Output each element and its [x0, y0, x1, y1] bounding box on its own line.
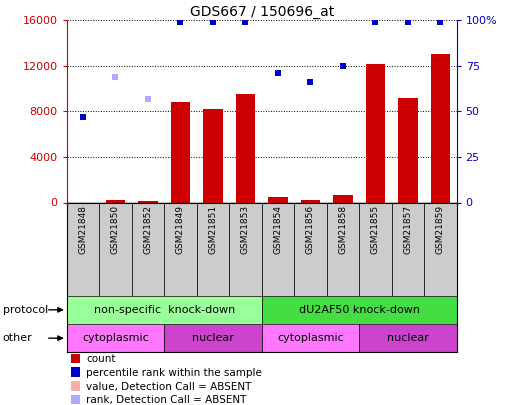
- FancyBboxPatch shape: [391, 202, 424, 296]
- Bar: [71, 354, 81, 363]
- Text: GSM21851: GSM21851: [208, 205, 218, 254]
- Text: percentile rank within the sample: percentile rank within the sample: [86, 368, 262, 378]
- Bar: [301, 200, 320, 202]
- Text: GSM21855: GSM21855: [371, 205, 380, 254]
- Bar: [398, 98, 418, 202]
- Bar: [262, 324, 359, 352]
- Text: count: count: [86, 354, 116, 364]
- Bar: [359, 324, 457, 352]
- FancyBboxPatch shape: [359, 202, 391, 296]
- FancyBboxPatch shape: [424, 202, 457, 296]
- Bar: [71, 381, 81, 391]
- Text: GSM21849: GSM21849: [176, 205, 185, 254]
- Bar: [430, 54, 450, 202]
- Text: GSM21854: GSM21854: [273, 205, 282, 254]
- FancyBboxPatch shape: [99, 202, 132, 296]
- Bar: [366, 64, 385, 202]
- Text: dU2AF50 knock-down: dU2AF50 knock-down: [299, 305, 420, 315]
- Text: GSM21852: GSM21852: [144, 205, 152, 254]
- Bar: [171, 102, 190, 202]
- Text: GSM21859: GSM21859: [436, 205, 445, 254]
- Bar: [106, 200, 125, 202]
- Title: GDS667 / 150696_at: GDS667 / 150696_at: [189, 5, 334, 19]
- Text: value, Detection Call = ABSENT: value, Detection Call = ABSENT: [86, 382, 251, 392]
- Text: GSM21858: GSM21858: [339, 205, 347, 254]
- Bar: [268, 197, 288, 202]
- FancyBboxPatch shape: [132, 202, 164, 296]
- Bar: [138, 201, 157, 202]
- Bar: [67, 324, 164, 352]
- FancyBboxPatch shape: [67, 202, 99, 296]
- FancyBboxPatch shape: [196, 202, 229, 296]
- Text: nuclear: nuclear: [192, 333, 234, 343]
- FancyBboxPatch shape: [294, 202, 327, 296]
- Bar: [333, 194, 352, 202]
- Text: cytoplasmic: cytoplasmic: [277, 333, 344, 343]
- FancyBboxPatch shape: [327, 202, 359, 296]
- FancyBboxPatch shape: [229, 202, 262, 296]
- Text: protocol: protocol: [3, 305, 48, 315]
- Bar: [67, 296, 262, 324]
- FancyBboxPatch shape: [262, 202, 294, 296]
- Text: GSM21850: GSM21850: [111, 205, 120, 254]
- Bar: [203, 109, 223, 202]
- Text: GSM21848: GSM21848: [78, 205, 87, 254]
- Text: rank, Detection Call = ABSENT: rank, Detection Call = ABSENT: [86, 395, 247, 405]
- Bar: [71, 394, 81, 405]
- Bar: [164, 324, 262, 352]
- Text: nuclear: nuclear: [387, 333, 429, 343]
- FancyBboxPatch shape: [164, 202, 196, 296]
- Text: GSM21856: GSM21856: [306, 205, 315, 254]
- Bar: [71, 367, 81, 377]
- Text: GSM21857: GSM21857: [403, 205, 412, 254]
- Text: other: other: [3, 333, 32, 343]
- Text: non-specific  knock-down: non-specific knock-down: [93, 305, 235, 315]
- Text: GSM21853: GSM21853: [241, 205, 250, 254]
- Bar: [262, 296, 457, 324]
- Bar: [235, 94, 255, 202]
- Text: cytoplasmic: cytoplasmic: [82, 333, 149, 343]
